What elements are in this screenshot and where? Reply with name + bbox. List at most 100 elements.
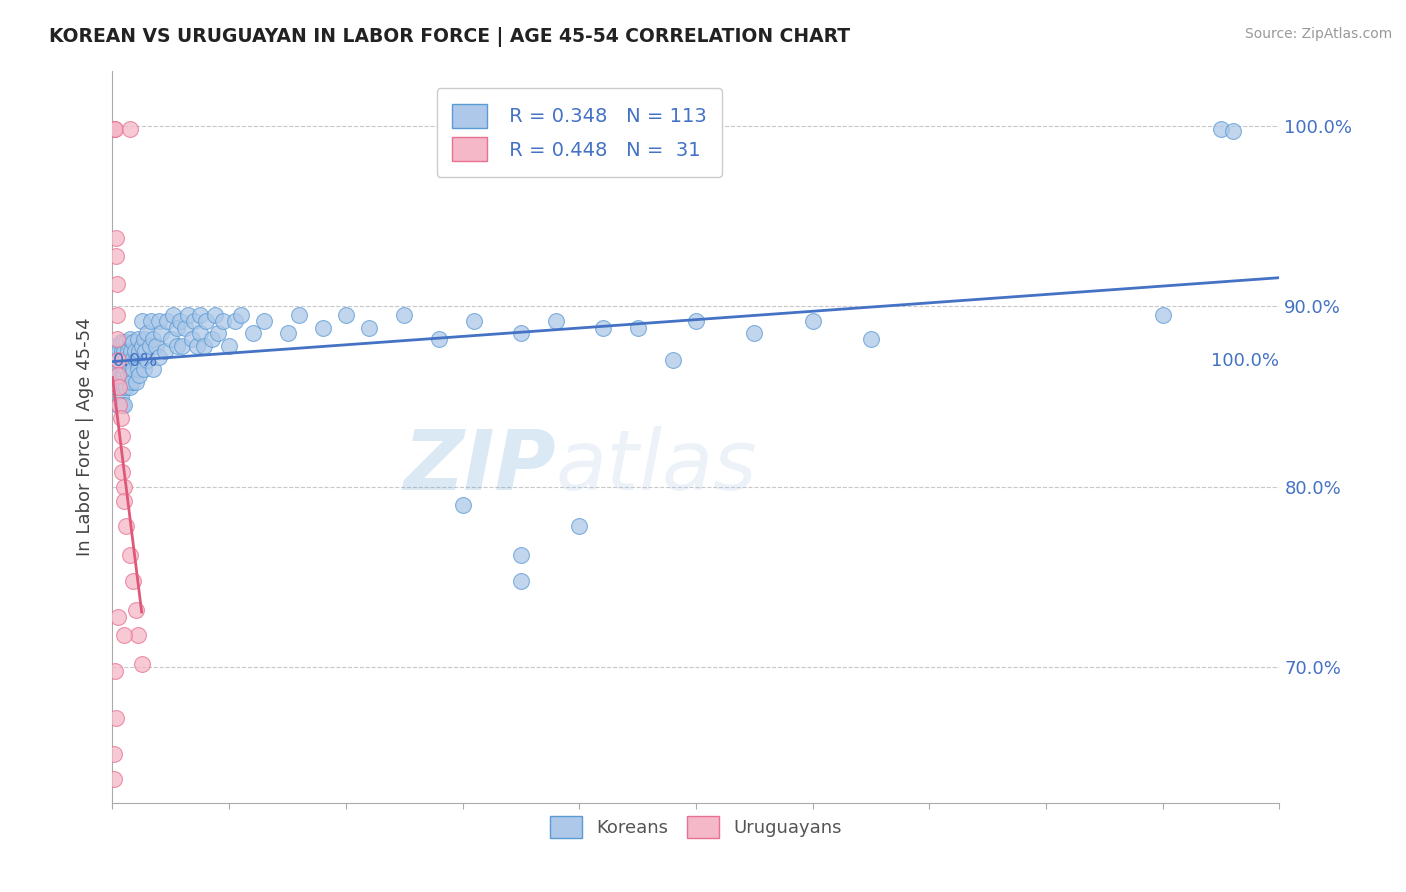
Point — [224, 313, 246, 327]
Point — [125, 353, 148, 368]
Point — [112, 494, 135, 508]
Point — [201, 332, 224, 346]
Point — [134, 344, 156, 359]
Point — [114, 375, 136, 389]
Point — [627, 321, 650, 335]
Point — [104, 664, 127, 678]
Legend: Koreans, Uruguayans: Koreans, Uruguayans — [543, 808, 849, 845]
Point — [112, 628, 135, 642]
Point — [131, 339, 153, 353]
Point — [128, 344, 150, 359]
Point — [1209, 122, 1232, 136]
Point — [169, 313, 191, 327]
Point — [125, 602, 148, 616]
Point — [288, 308, 311, 322]
Point — [104, 368, 127, 382]
Point — [108, 380, 131, 394]
Text: atlas: atlas — [555, 425, 758, 507]
Point — [131, 313, 153, 327]
Point — [150, 326, 173, 341]
Text: Source: ZipAtlas.com: Source: ZipAtlas.com — [1244, 27, 1392, 41]
Point — [114, 353, 136, 368]
Point — [204, 308, 226, 322]
Point — [112, 344, 135, 359]
Point — [103, 122, 125, 136]
Point — [103, 772, 125, 787]
Point — [124, 344, 146, 359]
Point — [122, 335, 145, 350]
Point — [107, 399, 129, 413]
Point — [115, 335, 138, 350]
Point — [112, 380, 135, 394]
Point — [156, 313, 179, 327]
Point — [122, 362, 145, 376]
Point — [105, 332, 128, 346]
Point — [115, 362, 138, 376]
Point — [110, 389, 132, 403]
Point — [463, 313, 485, 327]
Point — [242, 326, 264, 341]
Text: ZIP: ZIP — [404, 425, 555, 507]
Point — [139, 339, 162, 353]
Point — [148, 313, 170, 327]
Point — [104, 344, 127, 359]
Point — [183, 313, 205, 327]
Point — [172, 339, 194, 353]
Point — [127, 332, 149, 346]
Point — [118, 549, 141, 563]
Point — [107, 375, 129, 389]
Text: 100.0%: 100.0% — [1212, 351, 1279, 369]
Point — [127, 628, 149, 642]
Point — [145, 339, 167, 353]
Point — [111, 357, 134, 371]
Point — [136, 353, 159, 368]
Point — [188, 326, 211, 341]
Point — [166, 339, 188, 353]
Point — [166, 321, 188, 335]
Point — [744, 326, 766, 341]
Point — [860, 332, 883, 346]
Point — [427, 332, 450, 346]
Point — [117, 368, 139, 382]
Point — [105, 368, 128, 382]
Point — [111, 447, 134, 461]
Point — [359, 321, 381, 335]
Point — [111, 353, 134, 368]
Point — [544, 313, 567, 327]
Point — [685, 313, 707, 327]
Point — [118, 380, 141, 394]
Point — [801, 313, 824, 327]
Y-axis label: In Labor Force | Age 45-54: In Labor Force | Age 45-54 — [76, 318, 94, 557]
Point — [212, 313, 235, 327]
Point — [115, 519, 138, 533]
Point — [218, 339, 240, 353]
Point — [125, 375, 148, 389]
Point — [112, 480, 135, 494]
Point — [509, 549, 531, 563]
Point — [111, 368, 134, 382]
Point — [118, 353, 141, 368]
Point — [229, 308, 252, 322]
Point — [111, 465, 134, 479]
Point — [104, 711, 127, 725]
Point — [112, 399, 135, 413]
Point — [118, 375, 141, 389]
Point — [177, 308, 200, 322]
Point — [117, 344, 139, 359]
Point — [115, 380, 138, 394]
Point — [120, 368, 142, 382]
Point — [162, 308, 184, 322]
Point — [121, 353, 143, 368]
Point — [111, 399, 134, 413]
Point — [111, 375, 134, 389]
Point — [180, 332, 202, 346]
Point — [104, 122, 127, 136]
Point — [108, 399, 131, 413]
Point — [104, 380, 127, 394]
Point — [311, 321, 333, 335]
Point — [122, 574, 145, 588]
Point — [142, 362, 165, 376]
Point — [118, 122, 141, 136]
Point — [207, 326, 229, 341]
Point — [110, 353, 132, 368]
